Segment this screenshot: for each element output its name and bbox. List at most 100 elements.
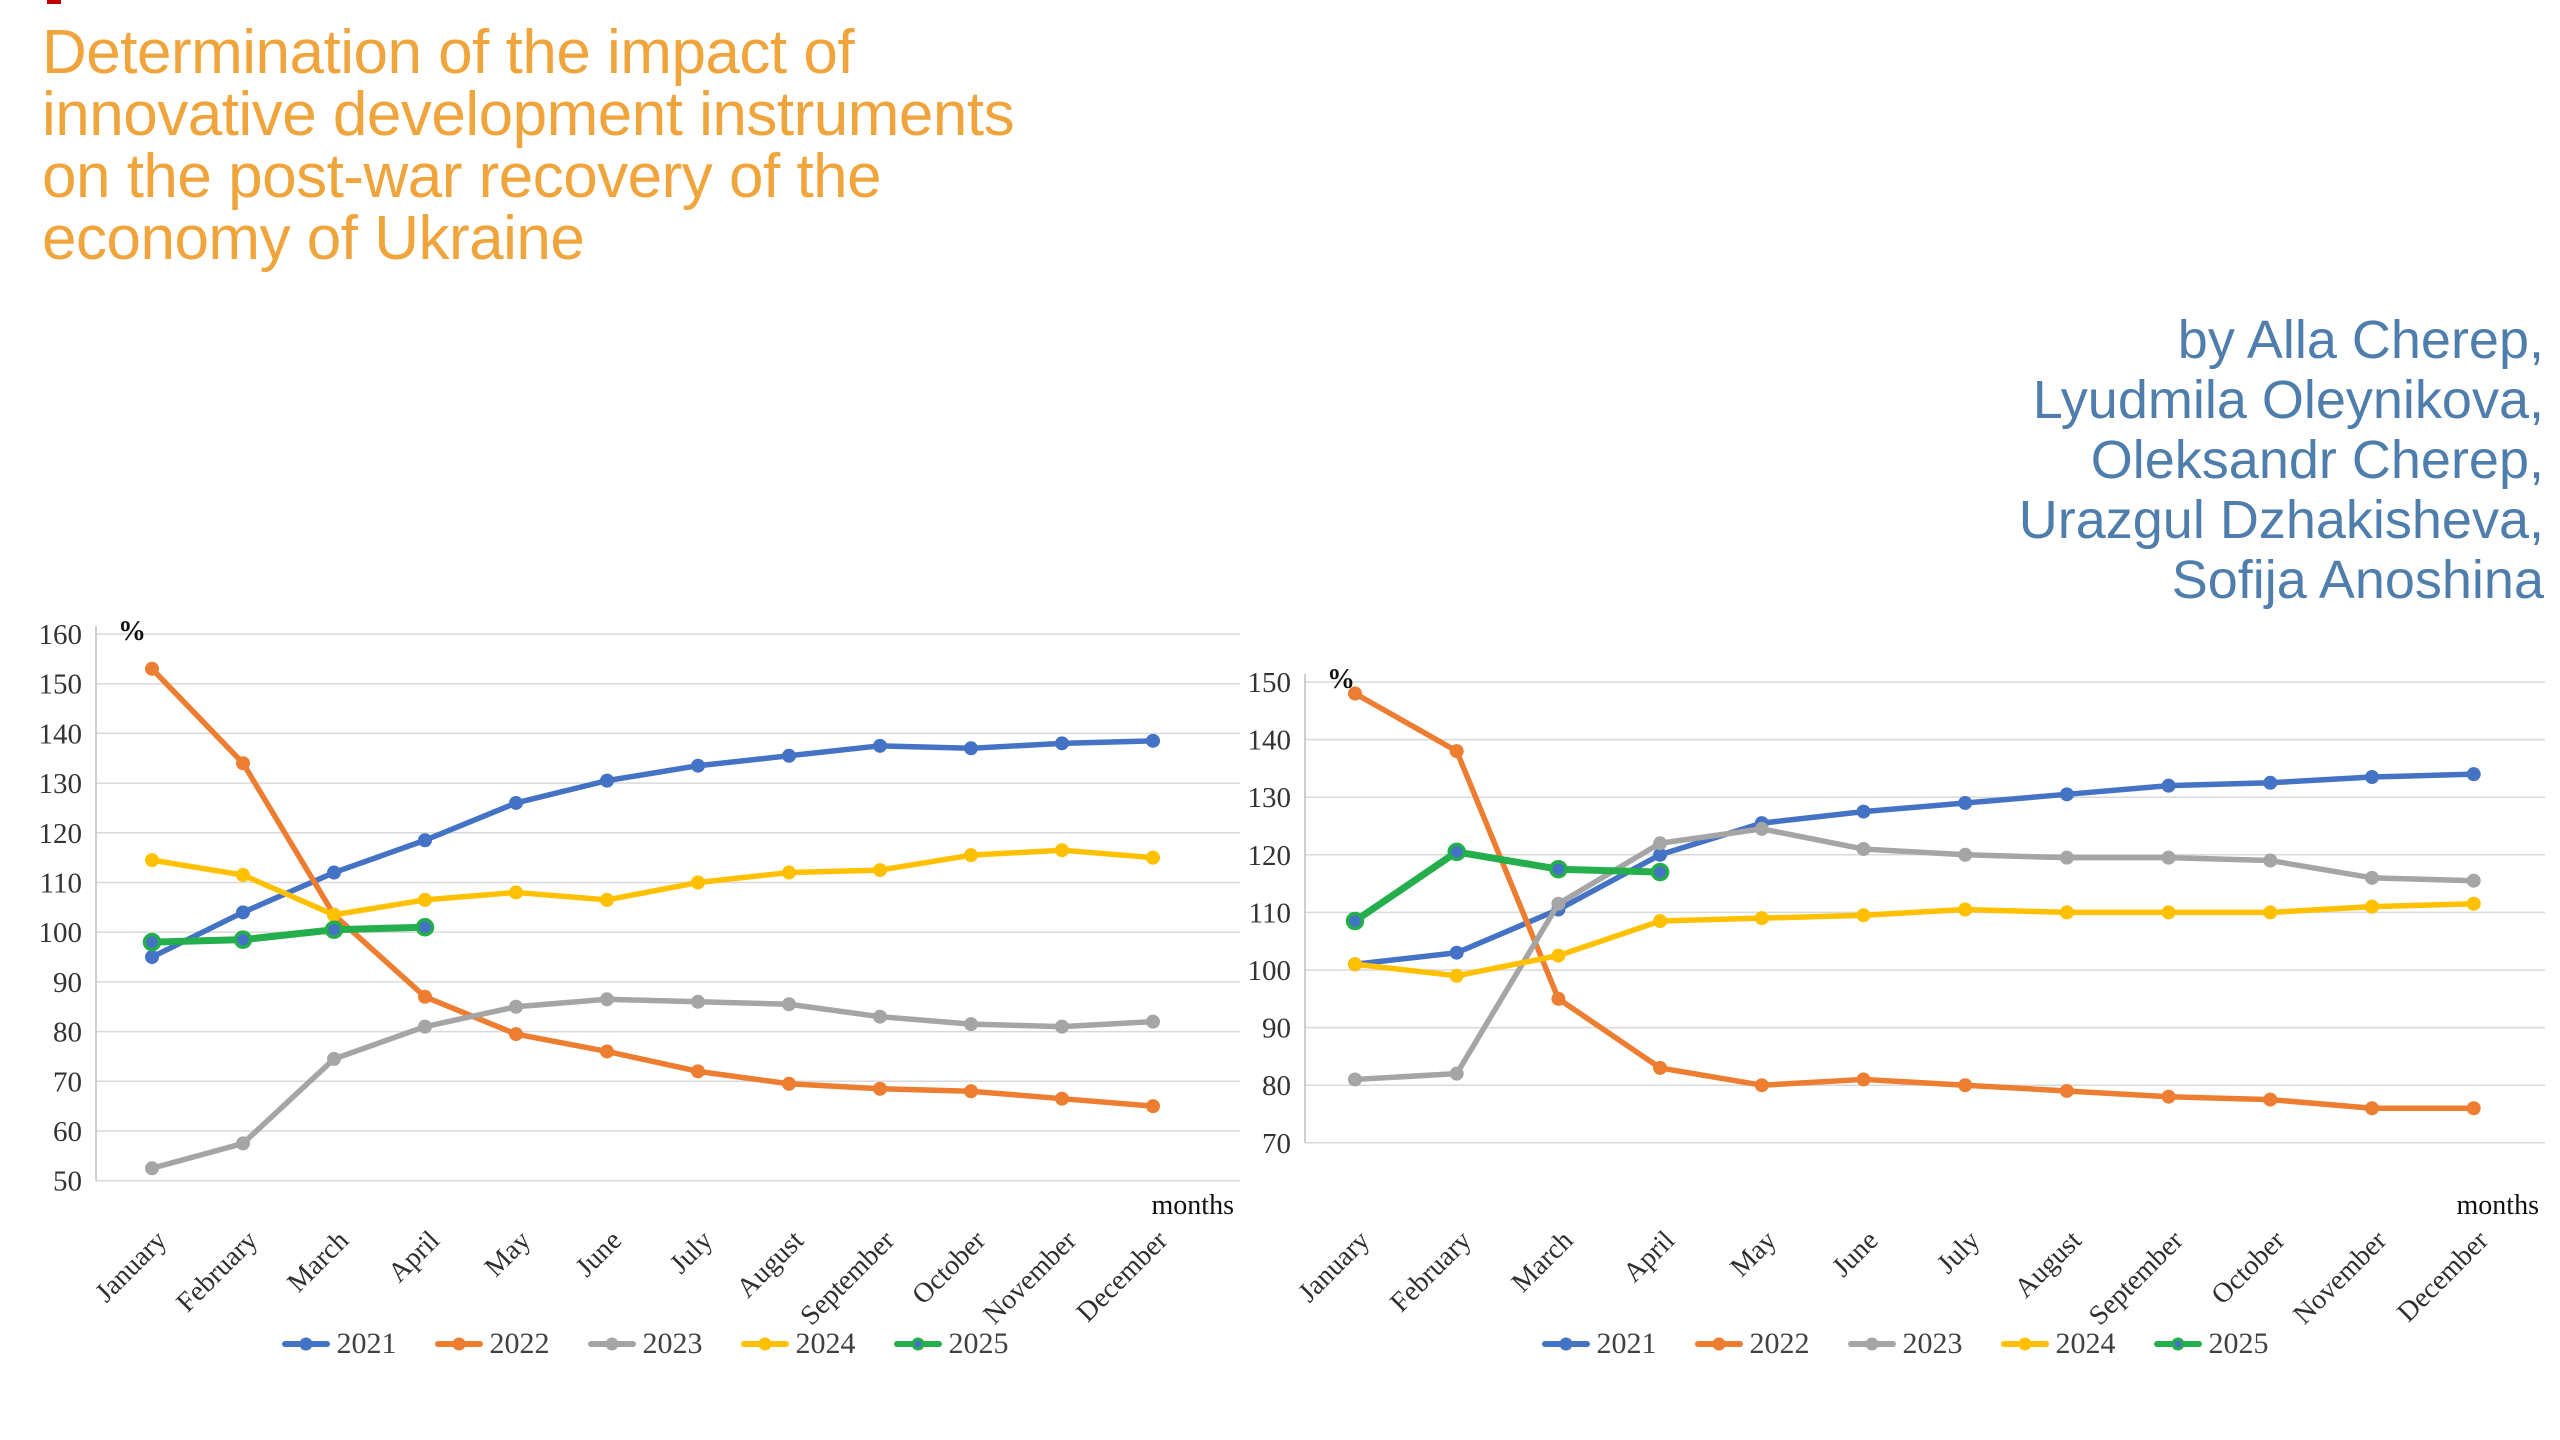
x-tick-label: December	[1071, 1225, 1175, 1329]
legend-marker-dot	[605, 1337, 618, 1351]
x-tick-label: July	[664, 1225, 719, 1280]
x-tick-label: June	[1826, 1225, 1884, 1283]
legend-item-2023: 2023	[587, 1327, 703, 1361]
x-tick-label: January	[89, 1225, 172, 1308]
data-point-2025	[1650, 862, 1670, 882]
data-point-2023	[236, 1136, 250, 1151]
data-point-2022	[1856, 1072, 1871, 1087]
data-point-2024	[1055, 843, 1069, 858]
y-tick-label: 120	[40, 818, 82, 850]
legend-marker-dot	[1712, 1337, 1725, 1351]
legend-label: 2025	[948, 1327, 1009, 1360]
data-point-2024	[2263, 905, 2278, 920]
data-point-2024	[782, 865, 796, 880]
data-point-2022	[236, 756, 250, 771]
page-title: Determination of the impact of innovativ…	[42, 22, 1222, 270]
legend-label: 2023	[642, 1327, 703, 1360]
data-point-2023	[1958, 847, 1973, 862]
legend-label: 2024	[795, 1327, 856, 1360]
legend-label: 2023	[1902, 1327, 1963, 1360]
y-tick-label: 150	[40, 669, 82, 701]
data-point-2025	[1345, 911, 1365, 931]
data-point-2024	[964, 848, 978, 863]
data-point-2022	[1754, 1078, 1769, 1093]
data-point-2024	[327, 907, 341, 922]
x-tick-label: February	[1384, 1225, 1477, 1318]
y-tick-label: 130	[1250, 782, 1291, 814]
data-point-2024	[2059, 905, 2074, 920]
data-point-2023	[145, 1161, 159, 1176]
data-point-2024	[1146, 850, 1160, 865]
y-tick-label: 60	[53, 1116, 82, 1148]
title-line-2: innovative development instruments	[42, 80, 1015, 149]
legend-marker-dot	[299, 1337, 312, 1351]
data-point-2023	[600, 992, 614, 1007]
data-point-2023	[1449, 1066, 1464, 1081]
legend-marker-dot	[2171, 1337, 2184, 1351]
data-point-2025	[1447, 842, 1466, 862]
data-point-2023	[873, 1009, 887, 1024]
legend-line-swatch	[434, 1337, 483, 1351]
author-line: Lyudmila Oleynikova,	[2032, 370, 2544, 430]
x-tick-label: April	[382, 1225, 446, 1289]
data-point-2022	[1146, 1099, 1160, 1114]
x-tick-label: November	[977, 1225, 1083, 1331]
title-line-4: economy of Ukraine	[42, 204, 585, 273]
data-point-2022	[2263, 1092, 2278, 1107]
data-point-2022	[782, 1076, 796, 1091]
data-point-2021	[600, 773, 614, 788]
data-point-2022	[964, 1084, 978, 1099]
legend-line-swatch	[281, 1337, 330, 1351]
data-point-2022	[600, 1044, 614, 1059]
data-point-2024	[2161, 905, 2176, 920]
legend-label: 2021	[1596, 1327, 1657, 1360]
legend-line-swatch	[1694, 1337, 1743, 1351]
data-point-2025	[233, 930, 253, 949]
left-chart-legend: 2021 2022 2023 2024 2025	[40, 1322, 1250, 1366]
data-point-2021	[873, 738, 887, 753]
legend-label: 2022	[1749, 1327, 1810, 1360]
authors-block: by Alla Cherep, Lyudmila Oleynikova, Ole…	[1244, 310, 2544, 610]
data-point-2023	[327, 1051, 341, 1066]
x-tick-label: February	[171, 1225, 264, 1318]
data-point-2023	[2161, 850, 2176, 865]
data-point-2021	[1856, 804, 1871, 819]
data-point-2023	[2059, 850, 2074, 865]
data-point-2024	[1449, 968, 1464, 983]
data-point-2021	[691, 758, 705, 773]
data-point-2021	[1449, 945, 1464, 960]
data-point-2022	[2059, 1083, 2074, 1098]
series-line-2022	[1352, 690, 2477, 1111]
data-point-2023	[1348, 1072, 1362, 1087]
series-line-2021	[1352, 771, 2477, 967]
data-point-2023	[691, 994, 705, 1009]
data-point-2025	[415, 917, 435, 937]
series-line-2025	[1351, 848, 1664, 925]
legend-line-swatch	[893, 1337, 942, 1351]
x-tick-label: December	[2391, 1225, 2495, 1329]
data-point-2021	[2059, 787, 2074, 802]
data-point-2024	[1856, 908, 1871, 923]
data-point-2022	[1055, 1091, 1069, 1106]
legend-label: 2024	[2055, 1327, 2116, 1360]
legend-marker-dot	[758, 1337, 771, 1351]
left-line-chart: 160 150 140 130 120 110 100 90 80 70 60 50% January F…	[40, 600, 1250, 1380]
data-point-2021	[2466, 767, 2481, 782]
data-point-2022	[873, 1081, 887, 1096]
data-point-2023	[1754, 821, 1769, 836]
title-line-3: on the post-war recovery of the	[42, 142, 882, 211]
data-point-2021	[1146, 733, 1160, 748]
x-tick-label: January	[1292, 1225, 1375, 1308]
data-point-2024	[1653, 914, 1668, 929]
legend-item-2023: 2023	[1847, 1327, 1963, 1361]
data-point-2021	[1055, 736, 1069, 751]
x-tick-label: March	[1506, 1225, 1580, 1299]
legend-label: 2021	[336, 1327, 397, 1360]
legend-line-swatch	[1541, 1337, 1590, 1351]
data-point-2023	[2263, 853, 2278, 868]
author-line: Urazgul Dzhakisheva,	[2018, 490, 2544, 550]
y-tick-label: 90	[1262, 1013, 1291, 1045]
data-point-2022	[691, 1064, 705, 1079]
legend-item-2022: 2022	[1694, 1327, 1810, 1361]
chart-canvas: 160 150 140 130 120 110 100 90 80 70 60 50% JanuaryF…	[40, 616, 1240, 1332]
